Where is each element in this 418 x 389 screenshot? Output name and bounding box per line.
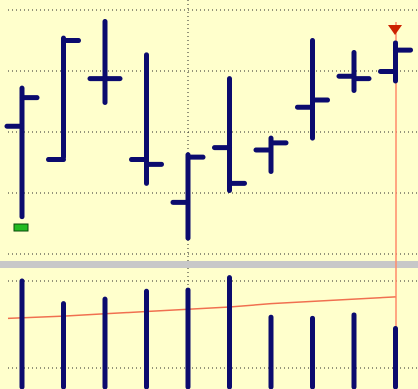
- price-gridlines: [8, 0, 418, 261]
- green-rectangle-marker-icon[interactable]: [13, 223, 29, 232]
- ohlc-bar: [295, 38, 330, 141]
- ohlc-bar: [212, 76, 247, 193]
- volume-panel: [0, 268, 418, 389]
- panel-separator: [0, 261, 418, 268]
- down-triangle-marker-icon[interactable]: [388, 25, 402, 35]
- ohlc-bar: [378, 40, 413, 84]
- ohlc-bar: [336, 49, 372, 94]
- ohlc-bar: [87, 19, 123, 105]
- price-panel: [0, 0, 418, 261]
- ohlc-bar: [129, 52, 164, 186]
- ohlc-bars: [4, 19, 413, 241]
- ohlc-bar: [253, 135, 289, 174]
- ohlc-bar: [4, 85, 40, 220]
- volume-moving-average-line: [7, 296, 396, 320]
- ohlc-bar: [46, 35, 81, 163]
- volume-bars: [19, 275, 398, 389]
- ohlc-bar: [170, 152, 206, 241]
